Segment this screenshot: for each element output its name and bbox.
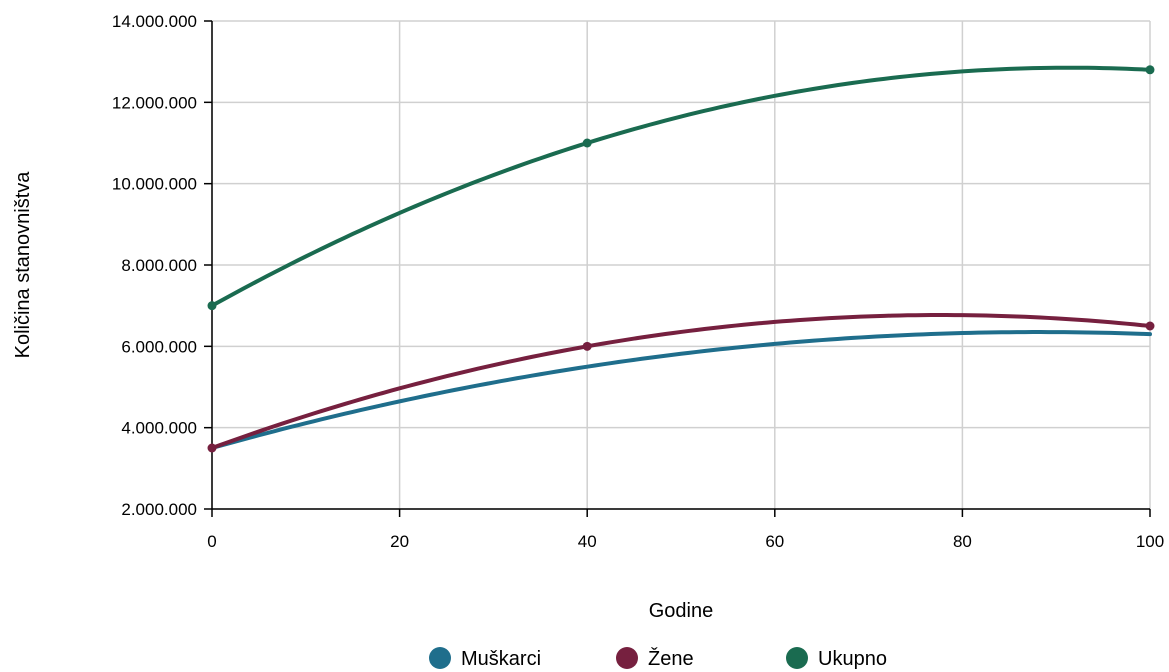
series-lines: [210, 65, 1152, 450]
y-tick-label: 6.000.000: [121, 337, 197, 356]
y-tick-label: 14.000.000: [112, 12, 197, 31]
series-line-1: [210, 313, 1152, 450]
legend-item-0: Muškarci: [429, 647, 541, 670]
x-tick-label: 0: [207, 532, 216, 551]
y-tick-label: 10.000.000: [112, 175, 197, 194]
series-point-1-0: [207, 443, 217, 453]
legend-item-1: Žene: [616, 647, 694, 670]
grid: [211, 20, 1151, 510]
y-tick-label: 2.000.000: [121, 500, 197, 519]
x-axis-title: Godine: [649, 600, 714, 622]
y-tick-label: 8.000.000: [121, 256, 197, 275]
y-tick-label: 12.000.000: [112, 93, 197, 112]
series-markers: [207, 65, 1155, 453]
series-point-2-1: [582, 138, 592, 148]
series-point-1-2: [1145, 321, 1155, 331]
series-line-2: [210, 65, 1152, 308]
legend-swatch: [786, 647, 808, 669]
axes: [204, 20, 1151, 517]
y-axis-title: Količina stanovništva: [12, 171, 34, 359]
tick-labels: 2.000.000 4.000.000 6.000.000 8.000.000 10.0…: [112, 12, 1164, 551]
legend-label: Žene: [648, 647, 694, 670]
x-tick-label: 40: [578, 532, 597, 551]
x-tick-label: 100: [1136, 532, 1164, 551]
legend-swatch: [429, 647, 451, 669]
series-point-2-0: [207, 301, 217, 311]
x-tick-label: 20: [390, 532, 409, 551]
legend-label: Ukupno: [818, 648, 887, 670]
y-tick-label: 4.000.000: [121, 419, 197, 438]
x-tick-label: 60: [765, 532, 784, 551]
series-line-0: [210, 330, 1152, 450]
x-tick-label: 80: [953, 532, 972, 551]
series-point-2-2: [1145, 65, 1155, 75]
legend-label: Muškarci: [461, 648, 541, 670]
series-point-1-1: [582, 341, 592, 351]
legend-item-2: Ukupno: [786, 647, 887, 670]
legend: Muškarci Žene Ukupno: [429, 647, 887, 670]
legend-swatch: [616, 647, 638, 669]
